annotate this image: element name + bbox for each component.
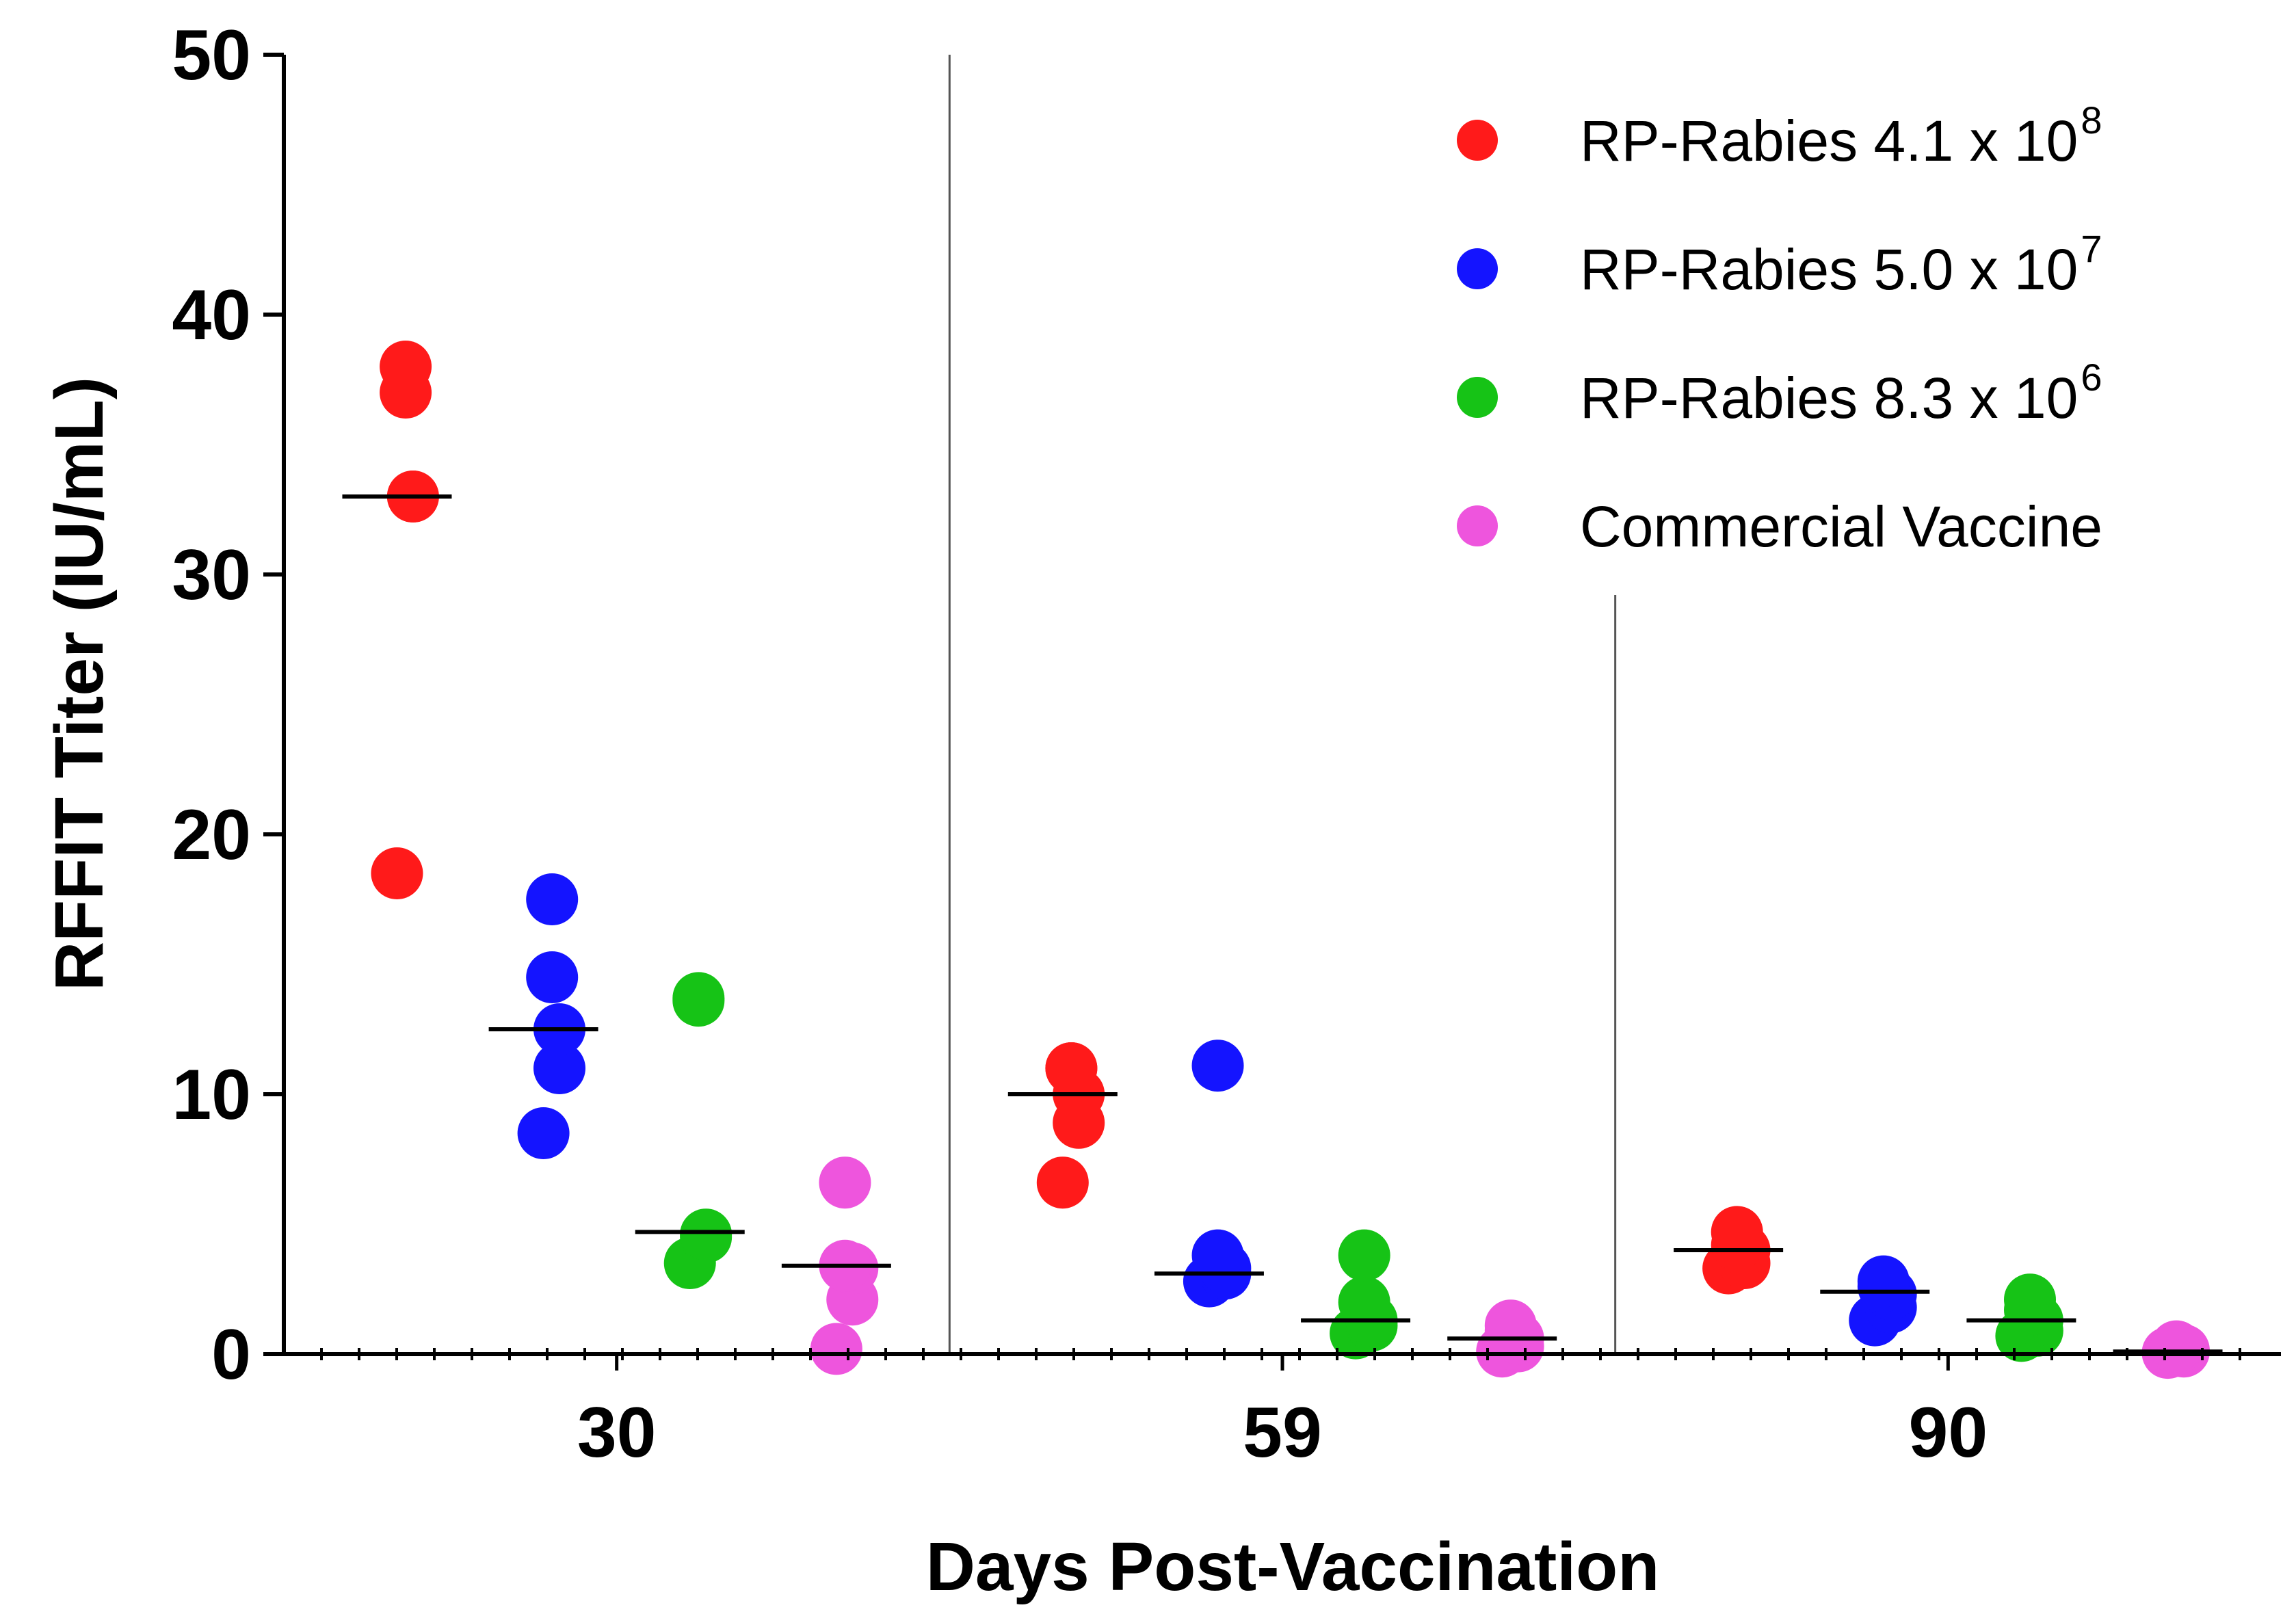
data-point — [2004, 1273, 2056, 1326]
data-point — [1857, 1255, 1910, 1308]
data-point — [1711, 1206, 1763, 1258]
x-tick-labels: 30 59 90 — [577, 1393, 1988, 1472]
legend-label: RP-Rabies 4.1 x 108 — [1580, 98, 2102, 173]
y-tick-label: 0 — [211, 1315, 251, 1394]
data-point — [1191, 1040, 1244, 1092]
data-point — [533, 1042, 585, 1094]
legend-marker — [1457, 505, 1498, 546]
legend-item: Commercial Vaccine — [1457, 494, 2102, 559]
y-tick-label: 30 — [172, 535, 251, 615]
data-point — [526, 873, 579, 925]
legend-item: RP-Rabies 5.0 x 107 — [1457, 227, 2102, 302]
data-point — [380, 341, 432, 393]
data-point — [1036, 1156, 1089, 1209]
legend-label: RP-Rabies 5.0 x 107 — [1580, 227, 2102, 302]
legend-item: RP-Rabies 4.1 x 108 — [1457, 98, 2102, 173]
axes — [263, 53, 2281, 1371]
data-point — [810, 1323, 862, 1375]
data-point — [1045, 1042, 1098, 1094]
legend-marker — [1457, 377, 1498, 418]
x-axis-title: Days Post-Vaccination — [926, 1529, 1660, 1605]
legend-label-exponent: 6 — [2081, 356, 2102, 399]
data-point — [672, 972, 725, 1024]
legend-marker — [1457, 120, 1498, 161]
data-point — [1484, 1299, 1537, 1352]
y-tick-labels: 0 10 20 30 40 50 — [172, 16, 251, 1394]
y-tick-label: 50 — [172, 16, 251, 95]
legend-label: Commercial Vaccine — [1580, 494, 2102, 559]
y-tick-label: 20 — [172, 795, 251, 875]
data-point — [526, 951, 579, 1003]
category-separators — [948, 55, 1617, 1354]
y-tick-label: 10 — [172, 1055, 251, 1135]
data-point — [517, 1107, 570, 1159]
data-point — [1191, 1229, 1244, 1282]
legend-item: RP-Rabies 8.3 x 106 — [1457, 356, 2102, 430]
data-points — [371, 341, 2210, 1379]
data-point — [819, 1156, 871, 1209]
data-point — [1338, 1229, 1390, 1282]
legend-label-exponent: 8 — [2081, 98, 2102, 142]
data-point — [371, 847, 423, 899]
legend-label: RP-Rabies 8.3 x 106 — [1580, 356, 2102, 430]
x-tick-label: 59 — [1243, 1393, 1322, 1472]
y-tick-label: 40 — [172, 276, 251, 355]
data-point — [2150, 1320, 2203, 1373]
x-tick-label: 30 — [577, 1393, 657, 1472]
legend: RP-Rabies 4.1 x 108 RP-Rabies 5.0 x 107 RP… — [1457, 98, 2102, 559]
x-tick-label: 90 — [1908, 1393, 1988, 1472]
legend-marker — [1457, 248, 1498, 289]
data-point — [680, 1208, 733, 1261]
data-point — [1338, 1276, 1390, 1328]
legend-label-exponent: 7 — [2081, 227, 2102, 270]
median-lines — [342, 494, 2223, 1354]
y-axis-title: RFFIT Titer (IU/mL) — [41, 377, 118, 991]
